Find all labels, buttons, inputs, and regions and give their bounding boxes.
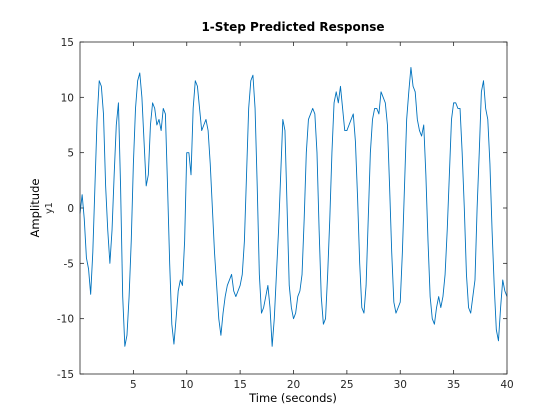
axis-tick-labels: 5 10 15 20 25 30 35 40 -15 -10 -5 0 5 10 15 — [57, 37, 514, 391]
x-tick-label-1: 10 — [180, 379, 193, 391]
y-tick-label-5: 10 — [61, 92, 74, 104]
x-tick-label-6: 35 — [447, 379, 460, 391]
y-tick-label-0: -15 — [57, 369, 74, 381]
y-tick-label-6: 15 — [61, 37, 74, 49]
y-tick-label-2: -5 — [64, 258, 74, 270]
x-axis-label: Time (seconds) — [248, 391, 337, 405]
x-tick-label-2: 15 — [233, 379, 246, 391]
x-tick-label-5: 30 — [394, 379, 407, 391]
plot-area-frame — [79, 41, 508, 375]
y-axis-label: Amplitude — [28, 179, 42, 238]
y-tick-label-3: 0 — [67, 203, 74, 215]
series-line-y1 — [79, 67, 508, 347]
x-tick-label-3: 20 — [287, 379, 300, 391]
chart-title: 1-Step Predicted Response — [201, 20, 384, 34]
x-tick-label-7: 40 — [500, 379, 513, 391]
y-channel-label: y1 — [44, 202, 55, 214]
y-tick-label-1: -10 — [57, 314, 74, 326]
plot-area-background — [80, 42, 507, 374]
x-tick-label-0: 5 — [130, 379, 137, 391]
y-tick-label-4: 5 — [67, 148, 74, 160]
x-tick-label-4: 25 — [340, 379, 353, 391]
